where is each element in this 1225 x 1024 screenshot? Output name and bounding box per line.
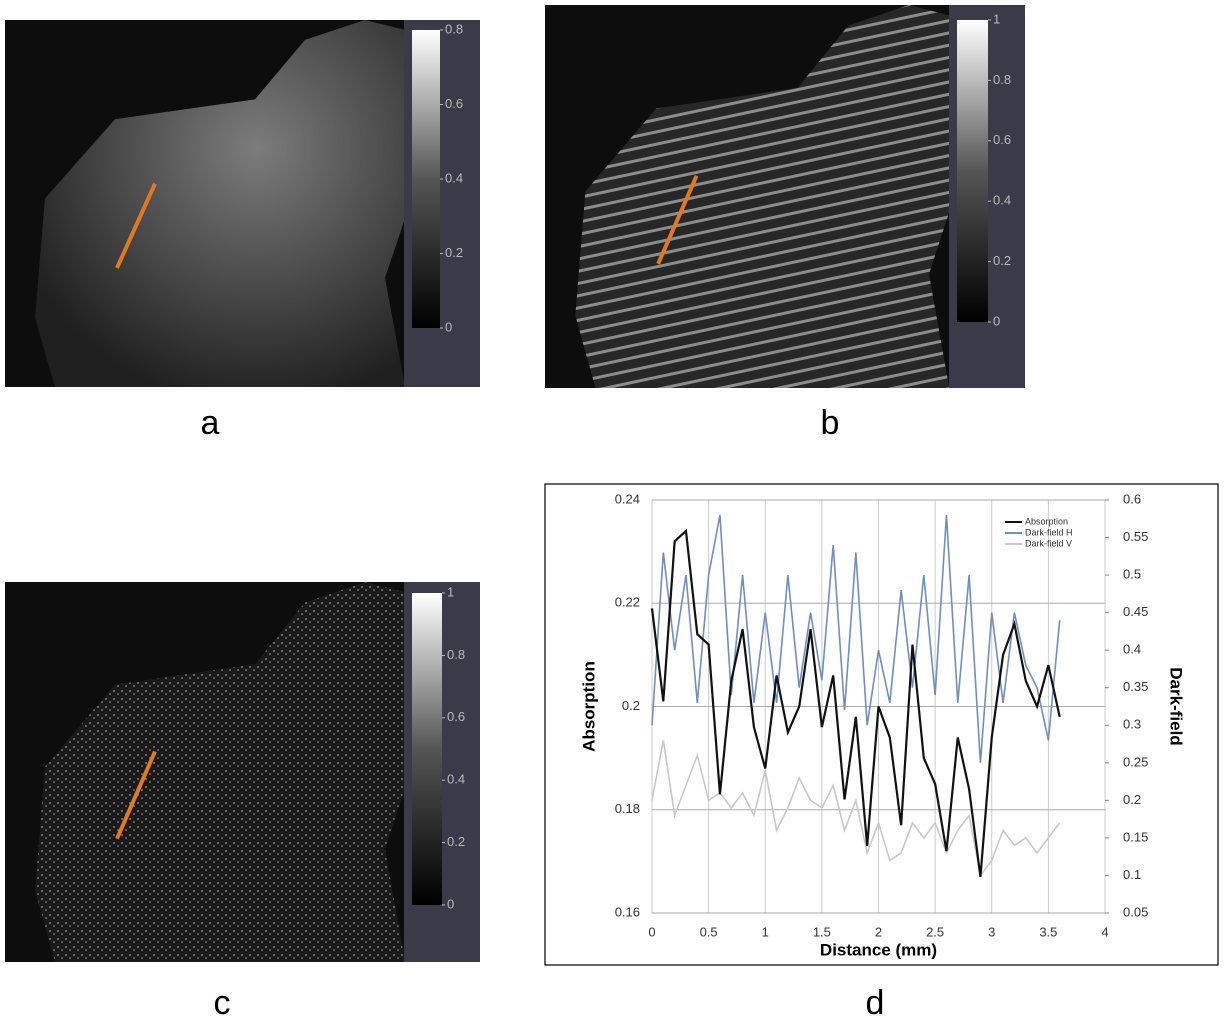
colorbar-tick-label: 0.4	[447, 772, 465, 787]
colorbar-tick-label: 0.4	[445, 170, 463, 185]
y2-tick-label: 0.35	[1123, 679, 1148, 694]
y2-tick-label: 0.45	[1123, 604, 1148, 619]
y2-tick-label: 0.6	[1123, 491, 1141, 506]
x-tick-label: 3.5	[1039, 924, 1057, 939]
profile-line	[656, 174, 699, 265]
colorbar-tick-label: 0.6	[993, 132, 1011, 147]
y-tick-label: 0.22	[615, 595, 640, 610]
y2-tick-label: 0.3	[1123, 717, 1141, 732]
y2-axis-label: Dark-field	[1167, 667, 1186, 745]
x-tick-label: 1.5	[813, 924, 831, 939]
colorbar-tick-label: 0.4	[993, 193, 1011, 208]
panel-label: d	[866, 984, 885, 1022]
colorbar-tick-label: 0.2	[445, 245, 463, 260]
y2-tick-label: 0.15	[1123, 829, 1148, 844]
panel-label: b	[821, 404, 840, 442]
colorbar-tick-label: 0.2	[447, 834, 465, 849]
legend-label: Dark-field V	[1025, 538, 1072, 548]
chart-frame	[544, 483, 1219, 966]
panel-label: a	[201, 404, 220, 442]
colorbar-tick-label: 0.8	[447, 647, 465, 662]
y2-tick-label: 0.05	[1123, 904, 1148, 919]
x-tick-label: 0	[648, 924, 655, 939]
y2-tick-label: 0.55	[1123, 529, 1148, 544]
data-line	[651, 514, 1061, 763]
colorbar	[957, 20, 988, 322]
specimen	[35, 582, 405, 962]
y2-tick-label: 0.25	[1123, 754, 1148, 769]
y-axis-label: Absorption	[579, 661, 598, 752]
x-tick-label: 3	[988, 924, 995, 939]
colorbar-tick-label: 0	[445, 319, 452, 334]
colorbar-tick-label: 0.2	[993, 253, 1011, 268]
colorbar-tick-label: 0	[993, 313, 1000, 328]
specimen	[35, 20, 405, 387]
colorbar-tick-label: 1	[993, 11, 1000, 26]
panel-label: c	[214, 984, 231, 1022]
y2-tick-label: 0.4	[1123, 642, 1141, 657]
x-tick-label: 2.5	[926, 924, 944, 939]
y-tick-label: 0.16	[615, 904, 640, 919]
profile-line	[115, 182, 157, 269]
data-line	[650, 528, 1061, 878]
colorbar-tick-label: 1	[447, 584, 454, 599]
colorbar	[412, 30, 440, 328]
legend-label: Absorption	[1025, 516, 1068, 526]
legend-label: Dark-field H	[1025, 527, 1073, 537]
profile-line	[115, 750, 157, 840]
colorbar-tick-label: 0.6	[445, 96, 463, 111]
y-tick-label: 0.18	[615, 801, 640, 816]
specimen	[575, 5, 950, 388]
y2-tick-label: 0.5	[1123, 567, 1141, 582]
y2-tick-label: 0.2	[1123, 792, 1141, 807]
x-axis-label: Distance (mm)	[820, 940, 937, 959]
colorbar-tick-label: 0.8	[993, 72, 1011, 87]
colorbar-tick-label: 0.6	[447, 709, 465, 724]
x-tick-label: 0.5	[700, 924, 718, 939]
colorbar	[412, 593, 442, 905]
x-tick-label: 4	[1101, 924, 1108, 939]
y2-tick-label: 0.1	[1123, 867, 1141, 882]
y-tick-label: 0.24	[615, 491, 640, 506]
colorbar-tick-label: 0.8	[445, 21, 463, 36]
y-tick-label: 0.2	[622, 698, 640, 713]
colorbar-tick-label: 0	[447, 896, 454, 911]
x-tick-label: 1	[762, 924, 769, 939]
x-tick-label: 2	[875, 924, 882, 939]
